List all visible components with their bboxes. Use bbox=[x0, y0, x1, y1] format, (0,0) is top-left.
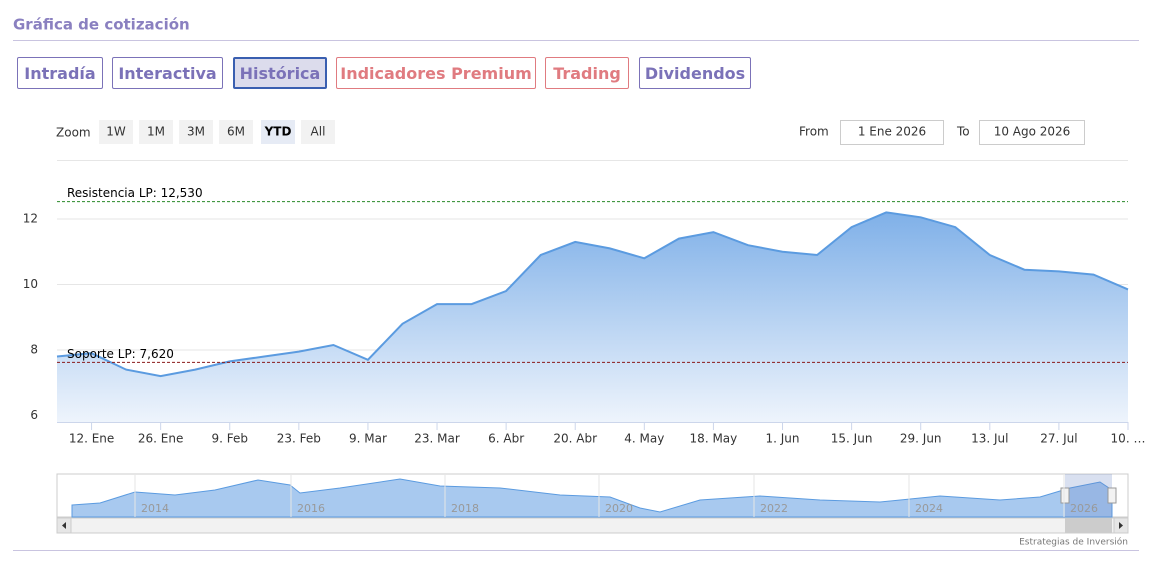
zoom-button-label[interactable]: 1W bbox=[106, 125, 126, 139]
x-tick-label: 23. Feb bbox=[277, 432, 321, 446]
section-title: Gráfica de cotización bbox=[13, 16, 190, 34]
scrollbar-thumb[interactable] bbox=[1065, 518, 1112, 533]
navigator-mask[interactable] bbox=[1065, 474, 1112, 517]
y-tick-label: 12 bbox=[23, 211, 38, 225]
x-tick-label: 12. Ene bbox=[69, 432, 114, 446]
navigator-area bbox=[71, 478, 1113, 518]
x-tick-label: 4. May bbox=[624, 432, 664, 446]
range-label: From bbox=[799, 125, 829, 139]
arrow bbox=[1119, 522, 1123, 529]
zoom-button[interactable] bbox=[179, 120, 213, 144]
zoom-label: Zoom bbox=[56, 126, 91, 140]
arrow bbox=[62, 522, 66, 529]
navigator-year: 2022 bbox=[760, 502, 788, 515]
tab[interactable]: Dividendos bbox=[639, 57, 751, 89]
navigator-year: 2018 bbox=[451, 502, 479, 515]
x-tick-label: 9. Mar bbox=[349, 432, 387, 446]
navigator-year: 2014 bbox=[141, 502, 169, 515]
tab[interactable]: Indicadores Premium bbox=[336, 57, 536, 89]
y-tick-label: 10 bbox=[23, 277, 38, 291]
zoom-button-label[interactable]: 3M bbox=[187, 125, 205, 139]
tab[interactable]: Interactiva bbox=[112, 57, 223, 89]
date-input[interactable] bbox=[979, 120, 1085, 145]
date-input-value[interactable]: 1 Ene 2026 bbox=[858, 125, 926, 139]
x-tick-label: 15. Jun bbox=[831, 432, 873, 446]
navigator-year: 2020 bbox=[605, 502, 633, 515]
x-tick-label: 20. Abr bbox=[553, 432, 597, 446]
x-tick-label: 9. Feb bbox=[211, 432, 248, 446]
x-tick-label: 26. Ene bbox=[138, 432, 183, 446]
zoom-button[interactable] bbox=[139, 120, 173, 144]
x-tick-label: 1. Jun bbox=[766, 432, 800, 446]
navigator-year: 2026 bbox=[1070, 502, 1098, 515]
y-tick-label: 8 bbox=[30, 342, 38, 356]
x-tick-label: 23. Mar bbox=[414, 432, 460, 446]
zoom-button[interactable] bbox=[261, 120, 295, 144]
line bbox=[56, 211, 1129, 378]
tab[interactable]: Intradía bbox=[17, 57, 103, 89]
zoom-button-label[interactable]: 6M bbox=[227, 125, 245, 139]
tab[interactable]: Trading bbox=[545, 57, 629, 89]
x-tick-label: 18. May bbox=[690, 432, 738, 446]
zoom-button[interactable] bbox=[219, 120, 253, 144]
plot-line-label: Soporte LP: 7,620 bbox=[67, 347, 174, 361]
zoom-button[interactable] bbox=[301, 120, 335, 144]
zoom-button[interactable] bbox=[99, 120, 133, 144]
navigator-handle[interactable] bbox=[1060, 487, 1070, 504]
range-label: To bbox=[956, 125, 970, 139]
zoom-button-label[interactable]: 1M bbox=[147, 125, 165, 139]
date-input-value[interactable]: 10 Ago 2026 bbox=[994, 125, 1071, 139]
credit: Estrategias de Inversión bbox=[1019, 537, 1128, 548]
navigator-year: 2016 bbox=[297, 502, 325, 515]
x-tick-label: 29. Jun bbox=[900, 432, 942, 446]
scrollbar[interactable] bbox=[56, 517, 1129, 534]
zoom-button-label[interactable]: YTD bbox=[264, 125, 292, 139]
tab[interactable]: Histórica bbox=[233, 57, 327, 89]
zoom-button-label[interactable]: All bbox=[311, 125, 326, 139]
navigator-handle[interactable] bbox=[1107, 487, 1117, 504]
area bbox=[57, 212, 1128, 422]
x-tick-label: 10. … bbox=[1111, 432, 1146, 446]
date-input[interactable] bbox=[840, 120, 944, 145]
x-tick-label: 27. Jul bbox=[1040, 432, 1077, 446]
x-tick-label: 6. Abr bbox=[488, 432, 524, 446]
plot-line-label: Resistencia LP: 12,530 bbox=[67, 186, 203, 200]
navigator-year: 2024 bbox=[915, 502, 943, 515]
x-tick-label: 13. Jul bbox=[971, 432, 1008, 446]
y-tick-label: 6 bbox=[30, 408, 38, 422]
